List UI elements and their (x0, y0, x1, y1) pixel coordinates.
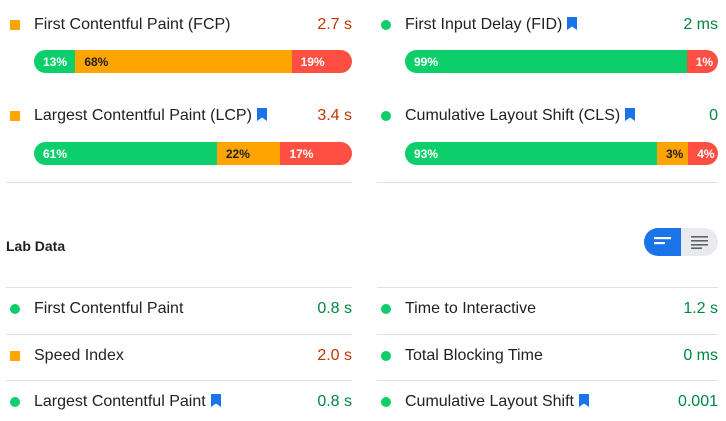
distribution-poor-segment: 19% (291, 50, 352, 73)
distribution-poor-segment: 4% (688, 142, 718, 165)
divider (6, 287, 352, 288)
divider (377, 182, 718, 183)
good-circle-icon (381, 304, 391, 314)
lab-data-title: Lab Data (6, 238, 66, 254)
field-metric-cls[interactable]: Cumulative Layout Shift (CLS) 0 (377, 105, 718, 127)
metric-label: Cumulative Layout Shift (CLS) (405, 107, 636, 125)
core-web-vital-bookmark-icon (625, 108, 636, 121)
metric-value: 0.8 s (317, 300, 352, 317)
distribution-good-segment: 99% (405, 50, 687, 73)
lab-metric-largest-contentful-paint[interactable]: Largest Contentful Paint 0.8 s (6, 391, 352, 413)
good-circle-icon (381, 351, 391, 361)
core-web-vital-bookmark-icon (210, 394, 221, 407)
list-view-button[interactable] (681, 228, 718, 256)
distribution-good-segment: 13% (34, 50, 76, 73)
list-view-icon (690, 236, 708, 249)
metric-value: 0 (709, 107, 718, 124)
metric-value: 0 ms (683, 347, 718, 364)
needs-improvement-square-icon (10, 111, 20, 121)
view-toggle (644, 228, 718, 256)
core-web-vital-bookmark-icon (256, 108, 267, 121)
good-circle-icon (381, 397, 391, 407)
distribution-good-segment: 61% (34, 142, 217, 165)
metric-value: 1.2 s (683, 300, 718, 317)
distribution-bar-cls: 93% 3% 4% (405, 142, 718, 165)
metric-value: 2.7 s (317, 16, 352, 33)
metric-label: Speed Index (34, 347, 124, 364)
metric-label: First Contentful Paint (FCP) (34, 16, 231, 33)
lab-metric-cumulative-layout-shift[interactable]: Cumulative Layout Shift 0.001 (377, 391, 718, 413)
divider (6, 334, 352, 335)
field-metric-fcp[interactable]: First Contentful Paint (FCP) 2.7 s (6, 14, 352, 36)
divider (6, 380, 352, 381)
good-circle-icon (381, 111, 391, 121)
metric-label: Time to Interactive (405, 300, 537, 317)
good-circle-icon (381, 20, 391, 30)
field-metric-fid[interactable]: First Input Delay (FID) 2 ms (377, 14, 718, 36)
distribution-bar-fcp: 13% 68% 19% (34, 50, 352, 73)
core-web-vital-bookmark-icon (578, 394, 589, 407)
lab-metric-speed-index[interactable]: Speed Index 2.0 s (6, 345, 352, 367)
metric-value: 0.001 (677, 393, 718, 410)
distribution-needs-improvement-segment: 3% (656, 142, 689, 165)
lab-metric-total-blocking-time[interactable]: Total Blocking Time 0 ms (377, 345, 718, 367)
good-circle-icon (10, 397, 20, 407)
metric-label: Largest Contentful Paint (LCP) (34, 107, 267, 125)
metric-value: 0.8 s (317, 393, 352, 410)
distribution-needs-improvement-segment: 22% (216, 142, 281, 165)
summary-view-button[interactable] (644, 228, 681, 256)
metric-value: 2.0 s (317, 347, 352, 364)
divider (377, 334, 718, 335)
divider (377, 287, 718, 288)
distribution-needs-improvement-segment: 68% (75, 50, 292, 73)
divider (377, 380, 718, 381)
lab-metric-first-contentful-paint[interactable]: First Contentful Paint 0.8 s (6, 298, 352, 320)
divider (6, 182, 352, 183)
lab-metric-time-to-interactive[interactable]: Time to Interactive 1.2 s (377, 298, 718, 320)
distribution-good-segment: 93% (405, 142, 657, 165)
distribution-poor-segment: 1% (686, 50, 718, 73)
metric-value: 2 ms (683, 16, 718, 33)
distribution-bar-lcp: 61% 22% 17% (34, 142, 352, 165)
metric-label: First Contentful Paint (34, 300, 184, 317)
metric-label: Largest Contentful Paint (34, 393, 221, 411)
distribution-poor-segment: 17% (280, 142, 352, 165)
metric-label: First Input Delay (FID) (405, 16, 578, 34)
needs-improvement-square-icon (10, 351, 20, 361)
good-circle-icon (10, 304, 20, 314)
needs-improvement-square-icon (10, 20, 20, 30)
field-metric-lcp[interactable]: Largest Contentful Paint (LCP) 3.4 s (6, 105, 352, 127)
metric-value: 3.4 s (317, 107, 352, 124)
summary-view-icon (653, 237, 671, 245)
distribution-bar-fid: 99% 1% (405, 50, 718, 73)
core-web-vital-bookmark-icon (567, 17, 578, 30)
metric-label: Total Blocking Time (405, 347, 543, 364)
metric-label: Cumulative Layout Shift (405, 393, 589, 411)
